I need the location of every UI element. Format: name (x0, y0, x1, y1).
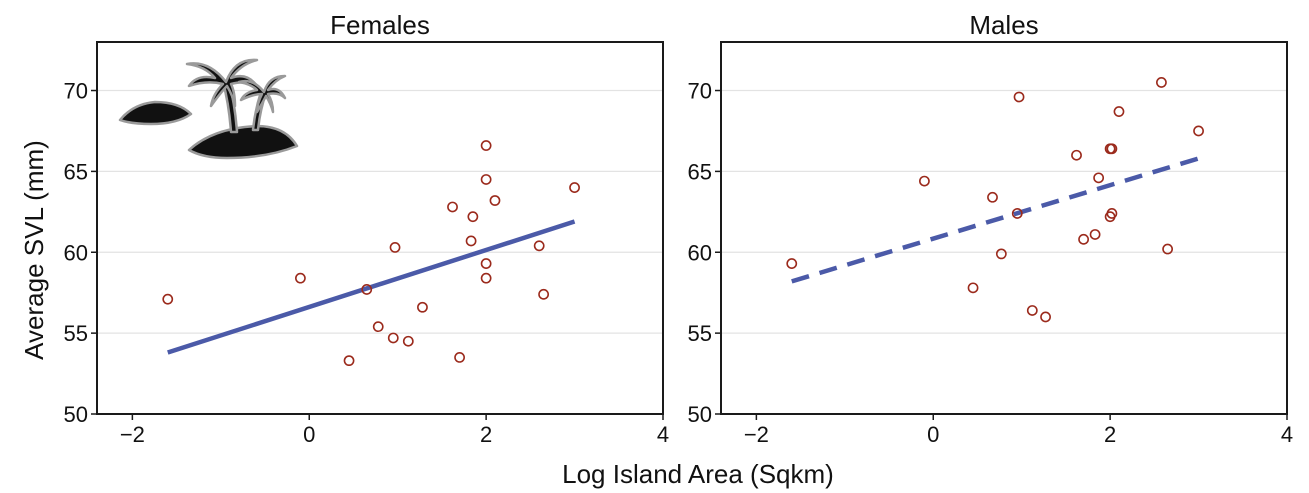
data-point (389, 242, 401, 253)
small-island-shape (118, 100, 193, 126)
x-tick-label: 0 (927, 422, 939, 447)
data-point (465, 235, 477, 247)
x-tick-label: 0 (303, 422, 315, 447)
x-tick-label: 4 (1281, 422, 1293, 447)
x-axis-title: Log Island Area (Sqkm) (562, 459, 834, 489)
x-tick-label: 2 (480, 422, 492, 447)
data-point (480, 140, 492, 151)
x-tick-label: 4 (657, 422, 669, 447)
data-point (1113, 106, 1125, 117)
data-point (467, 211, 479, 223)
panel-frame (96, 41, 664, 415)
data-point (447, 201, 458, 213)
data-point (489, 195, 501, 206)
data-point (1026, 305, 1038, 316)
y-tick-label: 55 (64, 321, 88, 346)
y-tick-label: 50 (688, 402, 712, 427)
data-point (1106, 143, 1118, 155)
panel-females: Females 50 55 60 65 70 −2 0 2 4 (64, 10, 670, 447)
data-point (919, 175, 930, 187)
data-point (987, 191, 998, 203)
palm-fronds (185, 58, 259, 108)
island-with-palm-trees-icon (118, 58, 299, 160)
data-point (1071, 149, 1082, 161)
data-point (402, 335, 414, 347)
data-point (1011, 208, 1023, 219)
panel-males: Males 50 55 60 65 70 −2 0 2 4 (688, 10, 1294, 447)
y-tick-label: 55 (688, 321, 712, 346)
data-point (1089, 229, 1101, 240)
y-axis-title: Average SVL (mm) (19, 140, 49, 360)
data-point (538, 288, 550, 300)
y-tick-label: 70 (688, 79, 712, 104)
data-point (454, 351, 465, 363)
fit-line (791, 156, 1200, 284)
x-tick-label: 2 (1104, 422, 1116, 447)
data-point (372, 321, 384, 333)
data-point (1106, 208, 1118, 219)
panel-title: Males (969, 10, 1038, 40)
y-tick-label: 50 (64, 402, 88, 427)
data-point (1078, 233, 1089, 245)
y-tick-label: 65 (64, 159, 88, 184)
data-point (569, 182, 580, 193)
data-point (387, 332, 399, 344)
data-point (1013, 91, 1025, 103)
data-point (995, 248, 1007, 260)
data-point (967, 282, 979, 294)
data-point (343, 355, 355, 367)
data-point (1093, 172, 1105, 184)
y-tick-label: 60 (64, 240, 88, 265)
x-tick-label: −2 (120, 422, 145, 447)
y-tick-label: 60 (688, 240, 712, 265)
y-tick-label: 65 (688, 159, 712, 184)
data-point (1156, 77, 1167, 88)
data-point (1040, 311, 1051, 323)
panel-title: Females (330, 10, 430, 40)
y-tick-label: 70 (64, 79, 88, 104)
data-point (295, 272, 306, 284)
data-point (162, 293, 174, 305)
x-tick-label: −2 (744, 422, 769, 447)
data-point (1162, 243, 1174, 255)
panels-group: Females 50 55 60 65 70 −2 0 2 4 Males 50 55 60 65 70 −2 0… (64, 10, 1294, 447)
data-point (361, 284, 373, 295)
data-point (786, 258, 798, 269)
data-point (417, 301, 428, 313)
large-island-shape (187, 124, 299, 160)
data-point (480, 258, 492, 269)
panel-frame (720, 41, 1288, 415)
data-point (1193, 125, 1204, 137)
data-point (480, 174, 492, 185)
data-point (533, 240, 545, 252)
palm-fronds (237, 74, 287, 114)
data-point (480, 272, 492, 284)
